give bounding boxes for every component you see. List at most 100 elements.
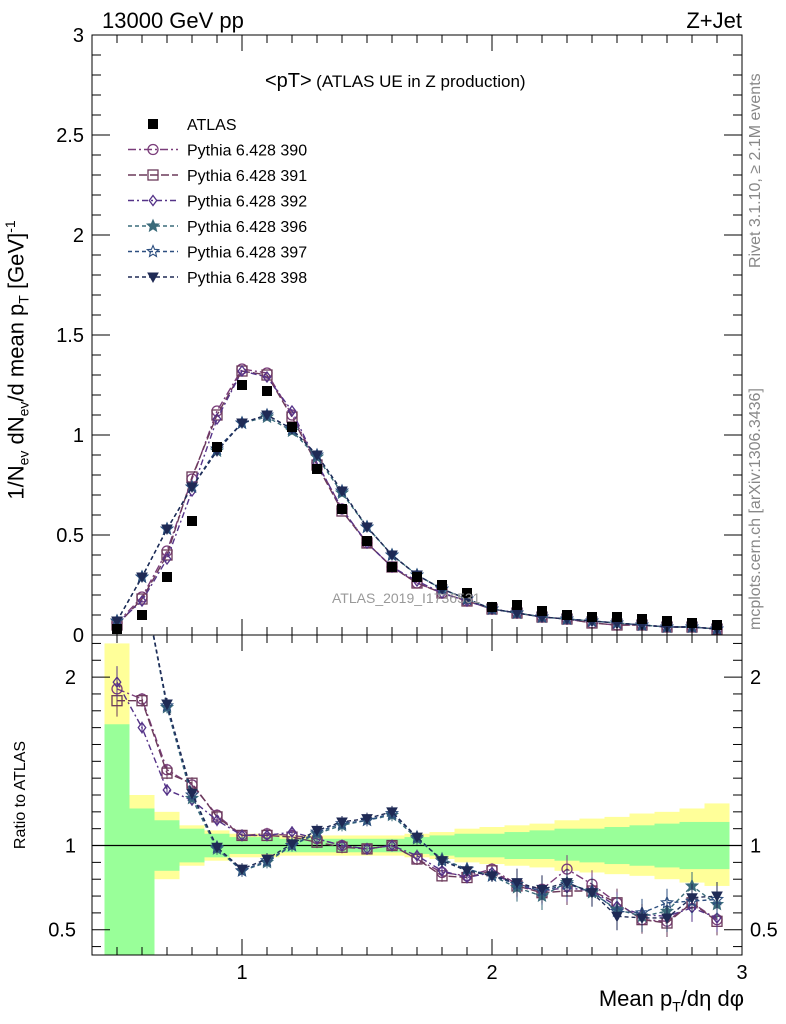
- main-marker-6-428-391: [136, 593, 148, 605]
- legend-marker-atlas: [148, 119, 158, 129]
- ratio-marker-6-428-392: [137, 721, 147, 734]
- main-y-tick-label: 1.5: [56, 325, 84, 347]
- analysis-watermark: ATLAS_2019_I1736531: [332, 590, 481, 606]
- main-y-tick-label: 0.5: [56, 525, 84, 547]
- ratio-series-group: [111, 635, 725, 937]
- atlas-point: [162, 572, 172, 582]
- ratio-marker-6-428-392: [337, 839, 347, 852]
- ratio-marker-6-428-398: [461, 866, 473, 877]
- x-tick-label: 3: [736, 962, 747, 984]
- atlas-point: [687, 618, 697, 628]
- ratio-marker-6-428-392: [287, 825, 297, 839]
- ratio-marker-6-428-398: [411, 832, 423, 844]
- main-marker-6-428-398: [111, 616, 123, 628]
- ratio-marker-6-428-398: [486, 871, 498, 882]
- main-marker-6-428-398: [186, 482, 198, 494]
- ratio-y-tick-label-right: 1: [750, 836, 761, 858]
- ratio-marker-6-428-392: [262, 829, 272, 842]
- ratio-marker-6-428-398: [236, 864, 248, 876]
- ratio-marker-6-428-398: [211, 842, 223, 854]
- ratio-marker-6-428-392: [712, 911, 722, 925]
- ratio-marker-6-428-392: [112, 676, 122, 689]
- atlas-point: [337, 504, 347, 514]
- ratio-marker-6-428-392: [362, 842, 372, 855]
- green-band-bin: [129, 808, 155, 955]
- ratio-marker-6-428-398: [311, 825, 323, 837]
- ratio-marker-6-428-398: [436, 856, 448, 867]
- atlas-point: [187, 516, 197, 526]
- main-marker-6-428-398: [336, 486, 348, 498]
- atlas-point: [537, 606, 547, 616]
- ratio-marker-6-428-398: [361, 814, 373, 825]
- main-marker-6-428-392: [162, 552, 172, 566]
- atlas-point: [212, 442, 222, 452]
- ratio-marker-6-428-398: [336, 817, 348, 828]
- atlas-point: [712, 620, 722, 630]
- atlas-point: [362, 536, 372, 546]
- atlas-point: [287, 422, 297, 432]
- legend: ATLAS Pythia 6.428 390 Pythia 6.428 391 Pyt…: [128, 117, 307, 287]
- ratio-y-tick-label-left: 0.5: [48, 920, 76, 942]
- legend-label: Pythia 6.428 392: [187, 194, 307, 211]
- header-right-label: Z+Jet: [686, 8, 742, 33]
- axis-tick-labels: 00.511.522.530.5 0.51 12 21 2 3: [48, 25, 778, 984]
- ratio-marker-6-428-398: [636, 913, 648, 924]
- legend-marker: [147, 272, 159, 284]
- atlas-point: [387, 562, 397, 572]
- ratio-marker-6-428-392: [412, 849, 422, 862]
- ratio-marker-6-428-391: [161, 767, 173, 779]
- header-left-label: 13000 GeV pp: [102, 8, 244, 33]
- ratio-marker-6-428-392: [437, 864, 447, 877]
- legend-label: Pythia 6.428 397: [187, 245, 307, 262]
- x-axis-label: Mean pT/dη dφ: [598, 986, 744, 1015]
- ratio-marker-6-428-398: [286, 839, 298, 850]
- ratio-marker-6-428-398: [536, 884, 548, 896]
- ratio-marker-6-428-392: [237, 829, 247, 842]
- main-y-tick-label: 1: [73, 425, 84, 447]
- main-marker-6-428-398: [161, 524, 173, 536]
- ratio-line-6-428-391: [117, 700, 718, 924]
- ratio-marker-6-428-398: [586, 888, 598, 899]
- atlas-point: [562, 610, 572, 620]
- ratio-line-6-428-390: [116, 688, 718, 923]
- atlas-point: [412, 572, 422, 582]
- plot-title: <pT> (ATLAS UE in Z production): [265, 70, 526, 93]
- legend-marker: [145, 244, 161, 258]
- legend-marker: [147, 169, 159, 181]
- ratio-y-tick-label-right: 0.5: [750, 920, 778, 942]
- ratio-marker-6-428-398: [511, 878, 523, 889]
- ratio-marker-6-428-398: [161, 699, 173, 711]
- main-marker-6-428-391: [261, 369, 273, 381]
- plot-title-description: (ATLAS UE in Z production): [316, 72, 526, 91]
- legend-label-atlas: ATLAS: [187, 117, 237, 134]
- main-y-tick-label: 0: [73, 625, 84, 647]
- axis-ticks: [91, 34, 743, 955]
- legend-marker: [145, 218, 161, 233]
- ratio-y-tick-label-left: 2: [65, 667, 76, 689]
- legend-marker: [147, 143, 159, 156]
- atlas-point: [512, 600, 522, 610]
- main-marker-6-428-398: [386, 550, 398, 562]
- green-band-bin: [529, 830, 555, 859]
- ratio-marker-6-428-392: [162, 783, 172, 797]
- ratio-marker-6-428-398: [186, 788, 198, 800]
- main-marker-6-428-391: [161, 549, 173, 561]
- legend-label: Pythia 6.428 391: [187, 168, 307, 185]
- atlas-point: [137, 610, 147, 620]
- ratio-y-tick-label-right: 2: [750, 667, 761, 689]
- main-y-tick-label: 3: [73, 25, 84, 47]
- main-marker-6-428-398: [361, 522, 373, 534]
- ratio-marker-6-428-398: [686, 893, 698, 904]
- ratio-marker-6-428-398: [261, 854, 273, 866]
- rivet-info: Rivet 3.1.10, ≥ 2.1M events: [747, 73, 764, 268]
- x-tick-label: 2: [486, 962, 497, 984]
- ratio-marker-6-428-392: [212, 814, 222, 827]
- mcplots-info: mcplots.cern.ch [arXiv:1306.3436]: [747, 388, 764, 630]
- atlas-point: [312, 464, 322, 474]
- x-tick-label: 1: [236, 962, 247, 984]
- ratio-frame: [91, 634, 743, 956]
- main-marker-6-428-398: [311, 450, 323, 462]
- atlas-point: [462, 588, 472, 598]
- legend-label: Pythia 6.428 398: [187, 270, 307, 287]
